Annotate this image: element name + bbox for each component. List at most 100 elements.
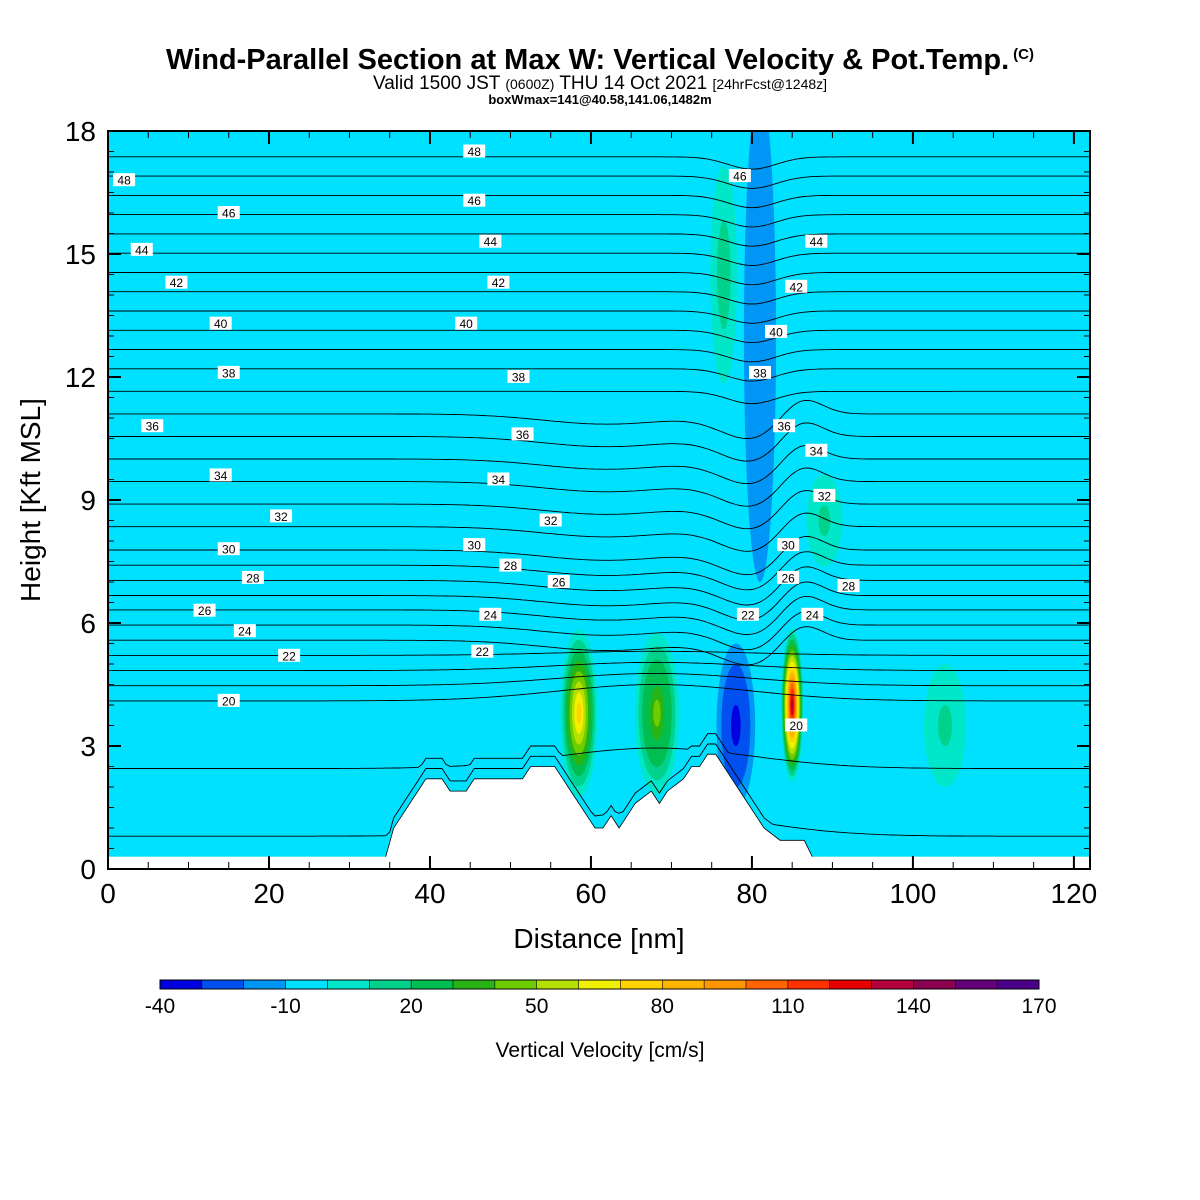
theta-label: 22 [278,648,301,663]
velocity-cell [916,643,974,808]
colorbar-swatch [997,980,1040,989]
theta-contour-line [108,672,1090,687]
theta-label-text: 40 [214,317,228,331]
x-tick-label: 0 [100,878,116,909]
colorbar: -40 -10 20 50 80 110 140 170 [145,979,1057,1018]
theta-contour-line [108,551,1090,591]
theta-label-text: 36 [777,420,791,434]
theta-label: 40 [765,324,788,339]
theta-contour-line [108,743,1090,837]
ground-strip [108,856,1090,869]
theta-label-text: 26 [781,571,795,585]
theta-label-bg [463,538,486,552]
x-tick-label: 20 [253,878,284,909]
theta-label-bg [217,365,240,379]
theta-label-bg [278,648,301,662]
theta-label: 36 [511,427,534,442]
colorbar-tick-label: -10 [270,995,300,1018]
theta-contour-line [108,194,1090,209]
theta-label-bg [777,538,800,552]
velocity-band [717,219,731,330]
theta-label: 46 [728,169,751,184]
colorbar-swatch [829,980,873,989]
theta-label-bg [233,624,256,638]
velocity-band [751,213,769,459]
theta-label: 30 [217,542,240,557]
theta-label: 24 [233,624,256,639]
theta-contour-line [108,368,1090,382]
theta-label-bg [813,488,836,502]
theta-label: 24 [479,607,502,622]
colorbar-swatch [160,980,203,989]
velocity-field [108,131,1090,869]
theta-contour-line [108,650,1090,656]
theta-label-text: 20 [222,694,236,708]
theta-label-bg [736,607,759,621]
theta-label: 38 [748,365,771,380]
theta-contour-line [108,329,1090,344]
theta-contour-line [108,349,1090,363]
theta-label: 34 [487,472,510,487]
theta-label-bg [193,603,216,617]
theta-contour-line [108,156,1090,170]
theta-label-bg [805,443,828,457]
theta-label-text: 22 [741,608,755,622]
theta-contour-line [108,445,1090,485]
theta-label-text: 38 [512,371,526,385]
theta-label-bg [785,718,808,732]
colorbar-swatch [704,980,747,989]
colorbar-swatch [955,980,998,989]
velocity-band [576,702,582,724]
theta-label: 28 [241,570,264,585]
theta-label: 32 [270,509,293,524]
colorbar-swatch [243,980,287,989]
theta-label-text: 44 [484,235,498,249]
theta-label: 46 [217,206,240,221]
theta-label: 38 [217,365,240,380]
theta-label-text: 34 [214,469,228,483]
theta-label: 38 [507,370,530,385]
theta-label-text: 40 [460,317,474,331]
theta-contour-line [108,272,1090,286]
terrain-mask [108,753,1090,869]
theta-label-text: 42 [790,280,804,294]
velocity-band [938,705,953,746]
colorbar-swatch [787,980,831,989]
theta-label: 34 [805,443,828,458]
colorbar-swatch [411,980,454,989]
colorbar-tick-label: 50 [525,995,548,1018]
chart-title: Wind-Parallel Section at Max W: Vertical… [166,44,1034,76]
theta-contour-line [108,233,1090,247]
theta-label-text: 34 [810,444,824,458]
theta-label-bg [471,644,494,658]
theta-label-bg [209,468,232,482]
theta-contour-line [108,566,1090,606]
colorbar-tick-label: -40 [145,995,175,1018]
theta-label-bg [270,509,293,523]
theta-label-text: 38 [753,366,767,380]
terrain-polygon [385,753,813,869]
theta-label: 48 [113,173,136,188]
theta-label-text: 42 [170,276,184,290]
theta-label-bg [479,234,502,248]
theta-label-text: 46 [222,207,236,221]
velocity-cell [557,618,600,808]
colorbar-swatch [746,980,789,989]
theta-label-bg [801,607,824,621]
theta-contours [108,156,1090,837]
theta-label-bg [539,513,562,527]
theta-label-bg [487,275,510,289]
colorbar-frame [159,979,1040,990]
theta-label: 42 [165,275,188,290]
colorbar-swatch [662,980,705,989]
x-tick-label: 40 [414,878,445,909]
y-tick-label: 12 [65,362,96,393]
colorbar-swatch [201,980,245,989]
colorbar-swatch [578,980,621,989]
theta-label: 40 [209,316,232,331]
theta-label: 20 [785,718,808,733]
colorbar-swatch [494,980,538,989]
velocity-band [653,699,661,727]
colorbar-label: Vertical Velocity [cm/s] [496,1039,705,1062]
